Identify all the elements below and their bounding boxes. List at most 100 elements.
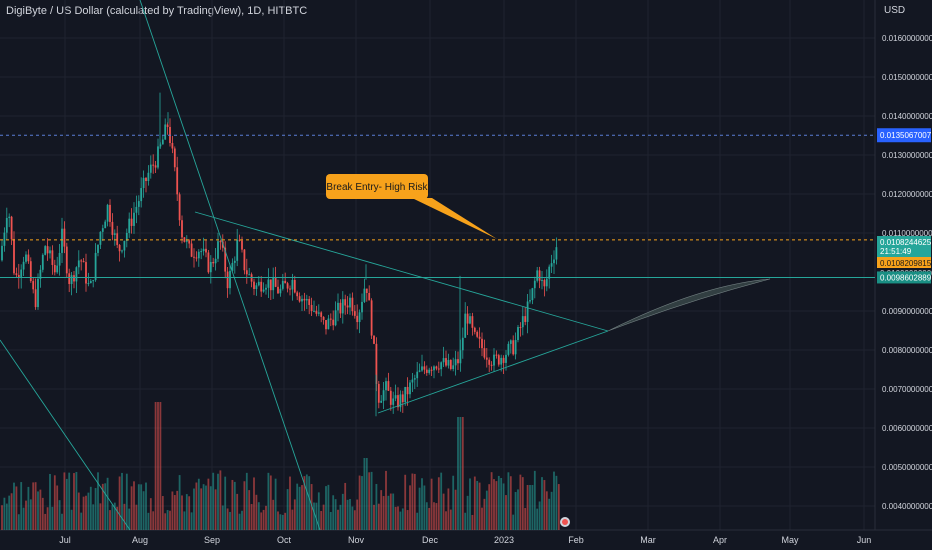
volume-bar <box>159 402 162 530</box>
volume-bar <box>473 476 476 530</box>
volume-bar <box>130 486 133 530</box>
candle-body <box>92 280 95 282</box>
volume-bar <box>190 512 193 530</box>
candle-body <box>404 386 407 403</box>
candle-body <box>197 251 200 259</box>
candle-body <box>15 273 18 275</box>
candle-body <box>245 270 248 275</box>
support-price-label: 0.0098602889 <box>880 273 932 282</box>
volume-bar <box>349 499 351 530</box>
candle-body <box>344 299 347 306</box>
volume-bar <box>284 512 287 530</box>
candle-body <box>286 283 289 289</box>
volume-bar <box>20 482 23 530</box>
candle-body <box>481 338 483 349</box>
prev-close-label: 0.0108209815 <box>880 259 932 268</box>
candle-body <box>469 316 471 324</box>
candle-body <box>341 299 344 314</box>
candle-body <box>353 311 356 316</box>
volume-bar <box>197 478 200 530</box>
candle-body <box>41 254 44 270</box>
volume-bar <box>8 495 11 530</box>
volume-bar <box>68 472 71 530</box>
volume-bar <box>517 489 519 530</box>
volume-bar <box>533 470 536 530</box>
candle-body <box>394 395 397 399</box>
volume-bar <box>481 507 483 530</box>
y-tick-label: 0.0160000000 <box>882 34 932 43</box>
candle-body <box>322 316 325 320</box>
volume-bar <box>373 504 375 530</box>
candle-body <box>351 297 354 312</box>
x-tick-label: Jul <box>59 535 71 545</box>
candle-body <box>296 292 299 297</box>
candle-body <box>452 365 455 370</box>
volume-bar <box>269 475 272 530</box>
volume-bar <box>257 502 260 530</box>
volume-bar <box>361 476 363 530</box>
candle-body <box>421 366 423 371</box>
candle-body <box>238 239 241 241</box>
candle-body <box>428 369 431 373</box>
candle-body <box>447 359 450 366</box>
trendline[interactable] <box>0 339 131 531</box>
annotation-box[interactable] <box>326 174 428 199</box>
candle-body <box>293 280 296 293</box>
volume-bar <box>260 512 263 530</box>
volume-bar <box>303 476 306 530</box>
volume-bar <box>555 475 558 530</box>
volume-bar <box>507 472 510 530</box>
volume-bar <box>63 472 66 530</box>
volume-bar <box>267 472 270 530</box>
candle-body <box>545 278 548 287</box>
volume-bar <box>435 503 438 530</box>
volume-bar <box>423 485 426 530</box>
last-price-label: 0.0108244625 <box>880 238 932 247</box>
volume-bar <box>524 508 527 530</box>
candle-body <box>512 340 515 355</box>
projection-arc[interactable] <box>607 278 771 332</box>
trendline-descending[interactable] <box>194 211 609 332</box>
candle-body <box>181 220 183 238</box>
volume-bar <box>97 472 99 530</box>
candle-body <box>190 243 193 257</box>
volume-bar <box>104 483 107 530</box>
volume-bar <box>65 478 68 530</box>
candle-body <box>27 254 30 262</box>
volume-bar <box>171 491 174 530</box>
volume-bar <box>447 488 450 530</box>
volume-bar <box>289 476 291 530</box>
trendline[interactable] <box>139 0 321 531</box>
volume-bar <box>142 491 145 530</box>
candle-body <box>152 164 155 166</box>
candle-body <box>185 240 188 242</box>
y-tick-label: 0.0150000000 <box>882 73 932 82</box>
candle-body <box>176 167 179 195</box>
candle-body <box>553 259 555 264</box>
candle-body <box>121 250 123 252</box>
candle-body <box>385 381 387 391</box>
candle-body <box>368 292 371 301</box>
volume-bar <box>15 486 18 530</box>
volume-bar <box>37 491 39 530</box>
candle-body <box>445 358 447 366</box>
volume-bar <box>185 494 188 530</box>
volume-bar <box>334 499 337 530</box>
volume-bar <box>89 486 92 530</box>
volume-bar <box>466 495 469 530</box>
volume-bar <box>121 472 123 530</box>
volume-bar <box>41 497 44 530</box>
candle-body <box>97 244 99 253</box>
candle-body <box>229 270 231 289</box>
volume-bar <box>545 491 548 530</box>
candle-body <box>267 279 270 288</box>
candle-body <box>289 288 291 290</box>
volume-bar <box>178 475 181 530</box>
candle-body <box>8 216 11 218</box>
candle-body <box>157 146 159 168</box>
candle-body <box>250 274 253 282</box>
volume-bar <box>99 503 102 530</box>
volume-bar <box>440 472 443 530</box>
trendline-ascending[interactable] <box>377 330 609 414</box>
